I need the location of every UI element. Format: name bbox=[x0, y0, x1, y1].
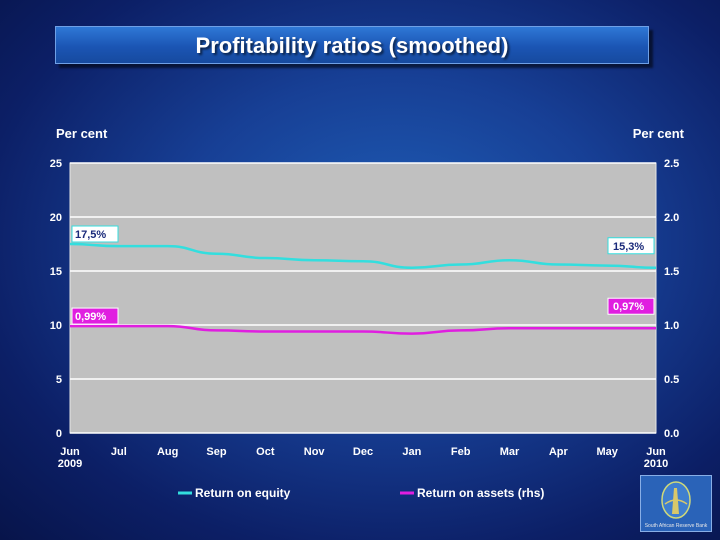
data-label-box-end bbox=[607, 237, 655, 255]
data-label-box-end bbox=[607, 297, 655, 315]
y-tick-label-left: 10 bbox=[50, 320, 62, 332]
y-axis-right-title: Per cent bbox=[633, 126, 685, 141]
logo-caption: South African Reserve Bank bbox=[645, 523, 708, 529]
gridlines bbox=[70, 162, 656, 434]
y-tick-label-left: 25 bbox=[50, 158, 62, 170]
series-line-return-on-equity bbox=[69, 242, 657, 270]
y-tick-label-right: 1.0 bbox=[664, 320, 679, 332]
x-axis: Jun 2009 Jul Aug Sep Oct Nov Dec Jan Feb Mar Apr May… bbox=[58, 446, 668, 470]
legend: Return on equity Return on assets (rhs) bbox=[178, 486, 544, 500]
y-tick-label-right: 2.0 bbox=[664, 212, 679, 224]
y-tick-label-left: 15 bbox=[50, 266, 62, 278]
x-tick-label: Aug bbox=[157, 446, 178, 458]
x-tick-label: Jun 2009 bbox=[58, 446, 82, 470]
data-label-end: 15,3% bbox=[613, 241, 644, 253]
x-tick-label: Jul bbox=[111, 446, 127, 458]
x-tick-label: Feb bbox=[451, 446, 471, 458]
y-tick-label-left: 20 bbox=[50, 212, 62, 224]
x-tick-label: Jan bbox=[402, 446, 421, 458]
y-tick-label-right: 0.5 bbox=[664, 374, 679, 386]
plot-area bbox=[69, 162, 657, 434]
series-group bbox=[69, 242, 657, 335]
data-label-box-start bbox=[71, 225, 119, 243]
chart-title: Profitability ratios (smoothed) bbox=[195, 33, 509, 58]
y-tick-label-left: 0 bbox=[56, 428, 62, 440]
legend-label: Return on assets (rhs) bbox=[417, 486, 544, 500]
data-label-end: 0,97% bbox=[613, 301, 644, 313]
y-axis-left: 0 5 10 15 20 25 bbox=[50, 158, 62, 440]
logo-emblem-icon: South African Reserve Bank bbox=[641, 476, 711, 531]
x-tick-label: Apr bbox=[549, 446, 569, 458]
title-banner: Profitability ratios (smoothed) bbox=[55, 26, 649, 64]
x-tick-label: Oct bbox=[256, 446, 275, 458]
y-tick-label-right: 1.5 bbox=[664, 266, 679, 278]
x-tick-label: Jun 2010 bbox=[644, 446, 668, 470]
y-axis-left-title: Per cent bbox=[56, 126, 108, 141]
data-label-start: 17,5% bbox=[75, 229, 106, 241]
y-axis-right: 0.0 0.5 1.0 1.5 2.0 2.5 bbox=[664, 158, 679, 440]
y-tick-label-right: 0.0 bbox=[664, 428, 679, 440]
reserve-bank-logo: South African Reserve Bank bbox=[640, 475, 712, 532]
x-tick-label: Dec bbox=[353, 446, 373, 458]
y-tick-label-right: 2.5 bbox=[664, 158, 679, 170]
x-tick-label: May bbox=[596, 446, 618, 458]
x-tick-label: Nov bbox=[304, 446, 326, 458]
x-tick-label: Mar bbox=[500, 446, 520, 458]
data-label-box-start bbox=[71, 307, 119, 325]
series-line-return-on-assets bbox=[70, 324, 656, 335]
legend-label: Return on equity bbox=[195, 486, 291, 500]
data-label-start: 0,99% bbox=[75, 311, 106, 323]
data-labels: 17,5% 15,3% 0,99% 0,97% bbox=[71, 225, 655, 325]
y-tick-label-left: 5 bbox=[56, 374, 62, 386]
x-tick-label: Sep bbox=[206, 446, 226, 458]
